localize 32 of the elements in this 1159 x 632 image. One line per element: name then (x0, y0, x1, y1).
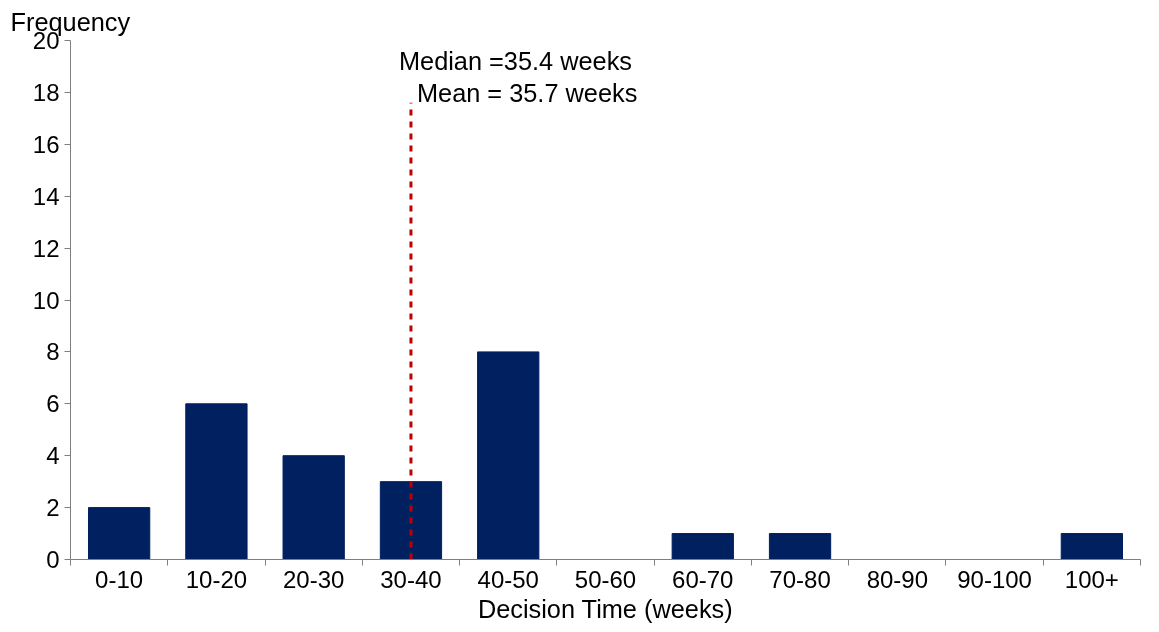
y-tick-label: 8 (46, 338, 60, 366)
x-tick-label: 90-100 (957, 565, 1032, 593)
x-tick-label: 40-50 (477, 565, 539, 593)
bar (185, 403, 248, 560)
bar (88, 507, 151, 560)
x-tick-label: 0-10 (95, 565, 144, 593)
x-tick-label: 30-40 (380, 565, 442, 593)
x-tick-label: 20-30 (282, 565, 345, 593)
x-tick-label: 100+ (1064, 565, 1119, 593)
y-tick-label: 18 (32, 78, 60, 106)
bar (379, 481, 443, 560)
x-tick-label: 60-70 (672, 565, 734, 593)
y-tick-label: 12 (32, 234, 60, 262)
y-tick-label: 6 (46, 390, 60, 418)
bar (768, 533, 832, 560)
y-tick-label: 0 (46, 546, 60, 573)
x-tick-label: 10-20 (185, 565, 248, 593)
x-tick-label: 70-80 (769, 565, 831, 593)
x-tick-label: 50-60 (574, 565, 637, 593)
annotation: Median =35.4 weeks (398, 46, 632, 75)
x-tick-label: 80-90 (866, 565, 929, 593)
y-tick-label: 2 (46, 494, 60, 522)
x-axis-title: Decision Time (weeks) (477, 594, 733, 623)
annotation: Mean = 35.7 weeks (416, 78, 638, 107)
bar (1060, 533, 1123, 560)
bar (282, 455, 345, 560)
y-tick-label: 16 (32, 130, 60, 158)
bar (477, 351, 540, 560)
y-tick-label: 4 (46, 442, 60, 470)
y-tick-label: 14 (32, 182, 60, 210)
y-tick-label: 10 (32, 286, 60, 314)
bar (671, 533, 734, 560)
